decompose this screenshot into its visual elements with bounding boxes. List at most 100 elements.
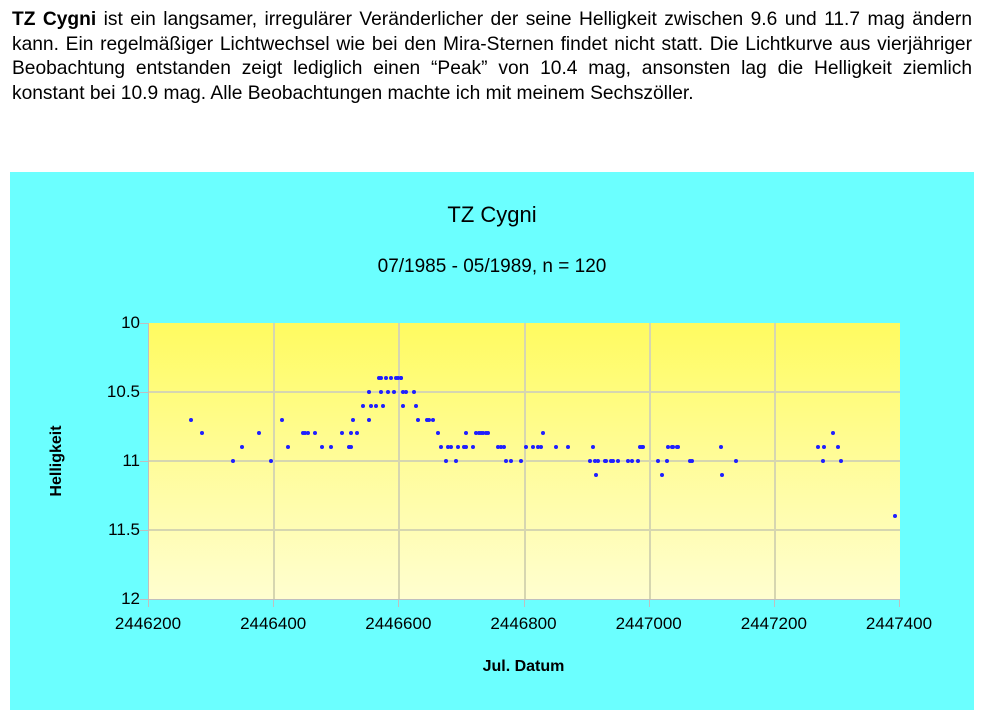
data-point	[348, 431, 353, 436]
data-point	[539, 445, 544, 450]
data-point	[604, 459, 609, 463]
data-point	[188, 417, 193, 422]
data-point	[329, 445, 334, 450]
y-tick-label: 11.5	[108, 520, 140, 539]
data-point	[439, 445, 444, 450]
x-tick-label: 2446800	[490, 614, 557, 633]
data-point	[509, 459, 514, 463]
data-point	[399, 376, 404, 381]
data-point	[379, 376, 384, 381]
y-tick-mark	[140, 599, 148, 600]
data-point	[374, 403, 379, 408]
data-point	[416, 417, 421, 422]
data-point	[368, 403, 373, 408]
x-tick-label: 2447000	[615, 614, 682, 633]
data-point	[496, 445, 501, 450]
x-tick-mark	[773, 599, 775, 607]
data-point	[320, 445, 325, 450]
y-tick-label: 10.5	[106, 382, 140, 401]
data-point	[303, 431, 308, 436]
data-point	[470, 445, 475, 450]
data-point	[540, 431, 545, 436]
data-point	[355, 431, 360, 436]
y-tick-mark	[140, 530, 148, 531]
x-tick-label: 2447400	[865, 614, 933, 633]
data-point	[280, 417, 285, 422]
gridline-vertical	[773, 323, 776, 599]
data-point	[734, 459, 739, 463]
data-point	[305, 431, 310, 436]
data-point	[719, 445, 723, 450]
data-point	[502, 445, 507, 450]
data-point	[676, 445, 681, 450]
data-point	[587, 459, 592, 463]
data-point	[611, 459, 616, 463]
data-point	[351, 417, 356, 422]
chart-subtitle: 07/1985 - 05/1989, n = 120	[377, 256, 607, 277]
data-point	[463, 431, 468, 436]
data-point	[595, 459, 600, 463]
x-tick-mark	[398, 599, 400, 607]
data-point	[504, 459, 509, 463]
data-point	[665, 445, 670, 450]
chart-title: TZ Cygni	[447, 202, 537, 227]
x-tick-mark	[648, 599, 650, 607]
data-point	[664, 459, 669, 463]
intro-text: ist ein langsamer, irregulärer Veränderl…	[12, 9, 972, 104]
data-point	[427, 417, 432, 422]
data-point	[821, 459, 826, 463]
data-point	[379, 390, 384, 394]
data-point	[443, 459, 448, 463]
gridline-vertical	[648, 323, 651, 599]
y-tick-label: 11	[122, 451, 140, 470]
x-tick-label: 2446200	[114, 614, 182, 633]
y-axis-label: Helligkeit	[48, 425, 65, 497]
data-point	[396, 376, 401, 381]
data-point	[486, 431, 491, 436]
data-point	[401, 390, 406, 394]
data-point	[524, 445, 529, 450]
data-point	[361, 403, 366, 408]
data-point	[836, 445, 841, 450]
intro-star-name: TZ Cygni	[12, 9, 97, 30]
x-tick-mark	[148, 599, 149, 607]
data-point	[230, 459, 235, 463]
data-point	[689, 459, 694, 463]
intro-paragraph: TZ Cygni ist ein langsamer, irregulärer …	[12, 8, 972, 106]
data-point	[392, 390, 397, 394]
data-point	[348, 445, 353, 450]
data-point	[430, 417, 435, 422]
data-point	[456, 445, 461, 450]
data-point	[591, 445, 596, 450]
data-point	[831, 431, 836, 436]
data-point	[839, 459, 844, 463]
data-point	[285, 445, 290, 450]
data-point	[594, 472, 599, 477]
plot-area	[148, 323, 900, 600]
data-point	[530, 445, 535, 450]
data-point	[499, 445, 504, 450]
data-point	[641, 445, 646, 450]
x-tick-label: 2447200	[740, 614, 807, 633]
data-point	[464, 445, 469, 450]
data-point	[481, 431, 486, 436]
gridline-vertical	[523, 323, 526, 599]
data-point	[367, 417, 372, 422]
data-point	[629, 459, 634, 463]
data-point	[518, 459, 523, 463]
data-point	[536, 445, 541, 450]
light-curve-chart: TZ Cygni 07/1985 - 05/1989, n = 120 Hell…	[10, 172, 974, 710]
data-point	[381, 403, 386, 408]
y-tick-mark	[140, 461, 148, 462]
data-point	[448, 445, 453, 450]
data-point	[340, 431, 345, 436]
x-tick-label: 2446400	[240, 614, 307, 633]
x-tick-mark	[273, 599, 275, 607]
data-point	[565, 445, 570, 450]
y-tick-label: 12	[121, 589, 140, 608]
data-point	[401, 403, 406, 408]
data-point	[389, 376, 394, 381]
x-axis-label: Jul. Datum	[482, 658, 565, 675]
gridline-vertical	[273, 323, 276, 599]
gridline-vertical	[398, 323, 401, 599]
